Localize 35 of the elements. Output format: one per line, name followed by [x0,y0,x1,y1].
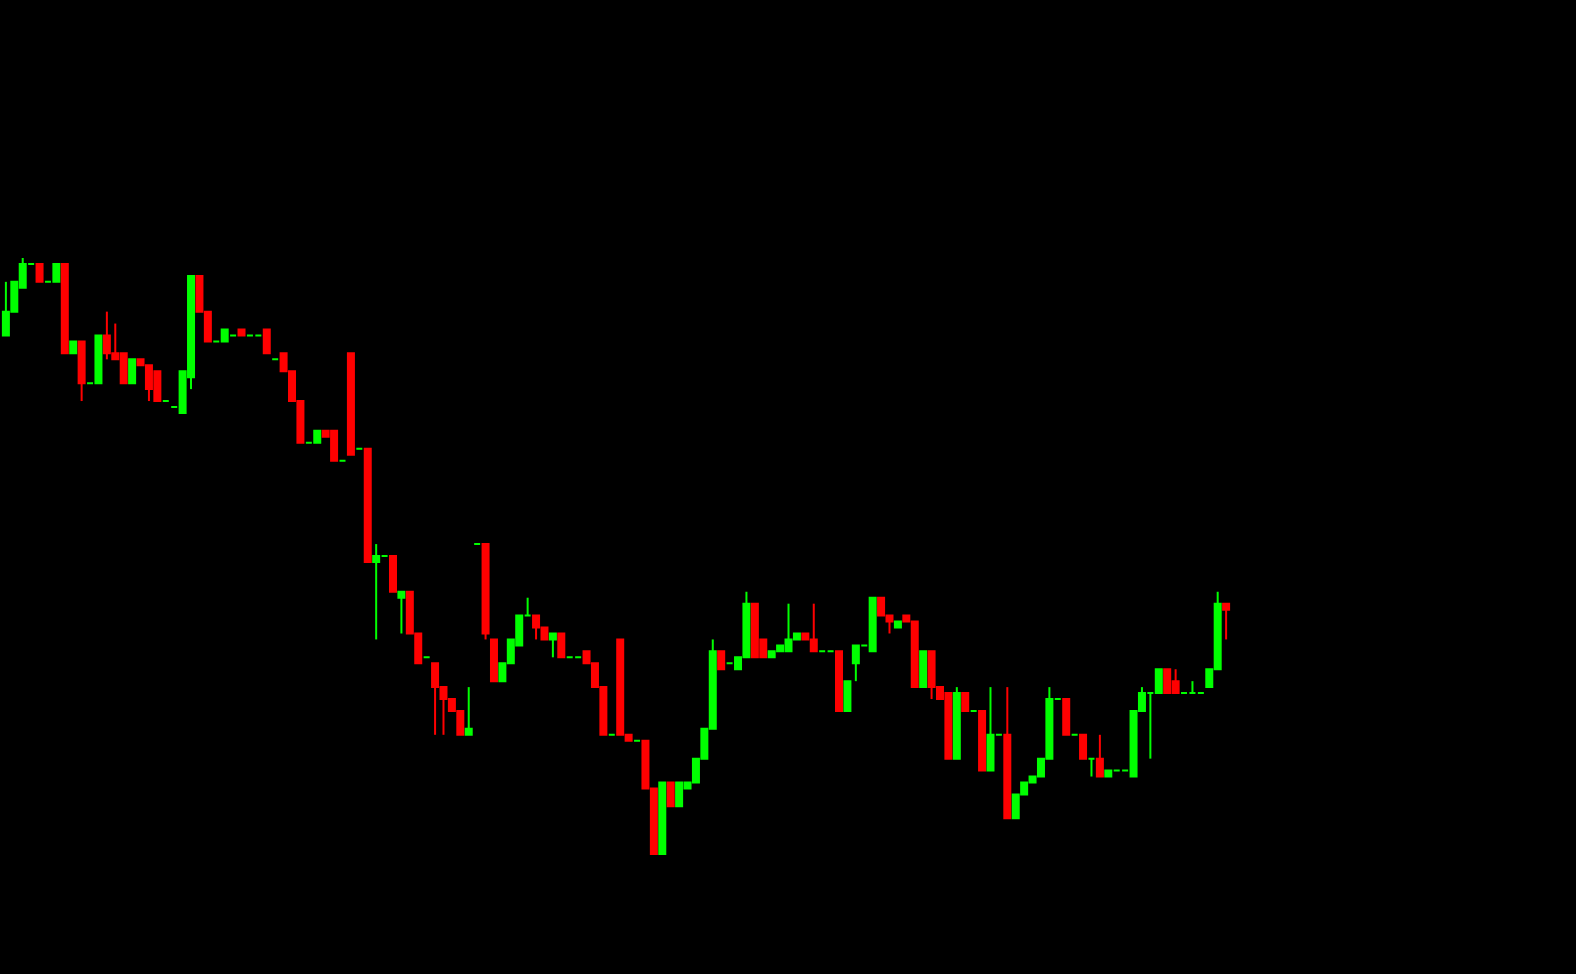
candlestick [94,334,103,385]
candlestick [919,650,928,689]
candlestick [532,614,541,641]
candlestick [1095,733,1104,778]
candlestick [1079,733,1088,760]
candlestick [102,310,111,361]
candlestick [119,352,128,385]
candlestick [843,680,852,712]
candlestick [153,370,162,403]
candlestick [1171,668,1180,695]
candlestick [1222,602,1231,641]
candlestick [388,555,397,593]
candlestick [144,364,153,403]
candlestick [330,429,339,462]
candlestick [1,280,10,337]
candlestick [431,662,440,736]
candlestick [548,632,557,659]
candlestick [397,590,406,635]
candlestick [77,340,86,403]
candlestick [809,602,818,653]
candlestick [851,644,860,683]
candlestick [675,781,684,808]
candlestick [1163,668,1172,695]
candlestick [128,358,137,385]
candlestick [557,632,566,659]
candlestick [372,543,381,641]
candlestick [262,328,271,355]
candlestick [464,686,473,736]
candlestick [666,781,675,808]
candlestick [927,650,936,701]
candlestick [986,686,995,772]
candlestick [1154,668,1163,695]
candlestick [784,602,793,653]
candlestick [489,638,498,683]
candlestick [1062,698,1071,736]
